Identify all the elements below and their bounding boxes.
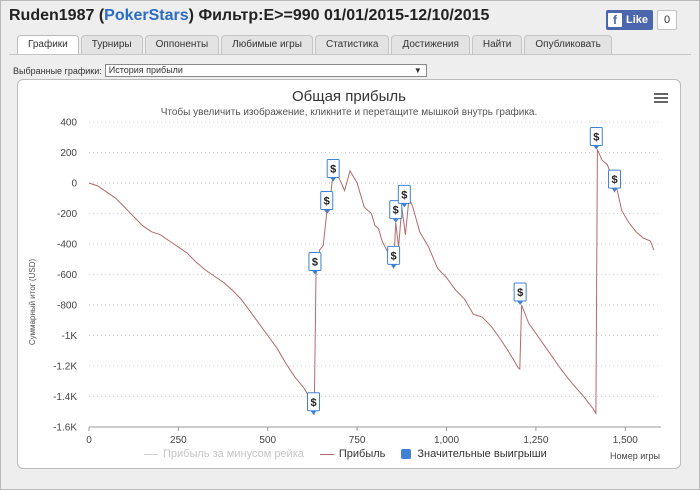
- x-axis-ticks: 0 250 500 750 1,000 1,250 1,500: [86, 427, 638, 446]
- tab-favorite-games[interactable]: Любимые игры: [221, 35, 313, 54]
- facebook-like-count: 0: [657, 10, 678, 30]
- y-tick-label: -200: [57, 209, 77, 220]
- x-tick-label: 1,000: [434, 435, 459, 446]
- big-win-marker-label: $: [312, 257, 318, 269]
- player-name: Ruden1987: [9, 7, 95, 24]
- big-win-marker-label: $: [611, 174, 617, 186]
- big-win-marker[interactable]: $: [308, 252, 322, 275]
- tab-divider: [9, 54, 691, 55]
- tab-publish[interactable]: Опубликовать: [524, 35, 612, 54]
- big-win-marker-label: $: [393, 205, 399, 217]
- y-tick-label: -600: [57, 270, 77, 281]
- legend-line-icon: [319, 453, 334, 455]
- big-win-marker[interactable]: $: [320, 191, 334, 214]
- x-tick-label: 750: [349, 435, 366, 446]
- legend-square-icon: [401, 449, 412, 459]
- facebook-icon: f: [608, 13, 622, 27]
- y-axis-label: Суммарный итог (USD): [28, 259, 37, 346]
- site-link[interactable]: PokerStars: [104, 7, 189, 24]
- legend-item-big-wins[interactable]: Значительные выигрыши: [401, 448, 547, 460]
- profit-chart[interactable]: 400 200 0 -200 -400 -600 -800 -1K -1.2K -1.4K -1.6…: [18, 80, 680, 468]
- x-tick-label: 0: [86, 435, 92, 446]
- y-tick-label: -1.2K: [53, 362, 77, 373]
- y-tick-label: 0: [71, 179, 77, 190]
- x-axis-label: Номер игры: [610, 451, 660, 461]
- big-wins-markers: $$$$$$$$$$: [307, 126, 622, 415]
- chart-select-value: История прибыли: [108, 65, 183, 75]
- tab-search[interactable]: Найти: [471, 35, 523, 54]
- filter-text: Фильтр:E>=990 01/01/2015-12/10/2015: [198, 7, 490, 24]
- big-win-marker-label: $: [391, 250, 397, 262]
- tab-tournaments[interactable]: Турниры: [80, 35, 143, 54]
- chart-subtitle: Чтобы увеличить изображение, кликните и …: [160, 107, 538, 118]
- y-tick-label: 400: [60, 118, 77, 129]
- facebook-like-button[interactable]: f Like: [606, 10, 654, 30]
- y-tick-label: -800: [57, 301, 77, 312]
- y-tick-label: -1K: [61, 331, 77, 342]
- tab-bar: Графики Турниры Оппоненты Любимые игры С…: [17, 35, 612, 55]
- x-tick-label: 500: [259, 435, 276, 446]
- legend-label: Прибыль: [338, 448, 386, 460]
- chart-legend: Прибыль за минусом рейка Прибыль Значите…: [144, 448, 563, 460]
- close-paren: ): [188, 7, 194, 24]
- tab-statistics[interactable]: Статистика: [314, 35, 390, 54]
- big-win-marker-label: $: [517, 287, 523, 299]
- big-win-marker[interactable]: $: [608, 169, 622, 193]
- legend-label: Прибыль за минусом рейка: [163, 448, 304, 460]
- chart-selector-label: Выбранные графики:: [13, 65, 102, 76]
- big-win-marker[interactable]: $: [397, 184, 411, 208]
- y-tick-label: 200: [60, 148, 77, 159]
- chart-grid: [89, 121, 661, 397]
- hamburger-menu-icon[interactable]: [654, 93, 668, 104]
- tab-opponents[interactable]: Оппоненты: [144, 35, 220, 54]
- big-win-marker[interactable]: $: [307, 392, 321, 415]
- legend-item-rake-adjusted[interactable]: Прибыль за минусом рейка: [144, 448, 304, 460]
- y-tick-label: -1.6K: [53, 423, 77, 434]
- y-tick-label: -400: [57, 240, 77, 251]
- big-win-marker-label: $: [330, 163, 336, 175]
- big-win-marker-label: $: [324, 196, 330, 208]
- big-win-marker[interactable]: $: [513, 282, 527, 305]
- legend-line-icon: [144, 453, 158, 455]
- chevron-down-icon: ▼: [413, 66, 422, 75]
- legend-item-profit[interactable]: Прибыль: [319, 448, 386, 460]
- chart-selector: Выбранные графики: История прибыли ▼: [13, 64, 427, 77]
- tab-achievements[interactable]: Достижения: [391, 35, 470, 54]
- big-win-marker-label: $: [593, 131, 599, 143]
- chart-select[interactable]: История прибыли ▼: [104, 64, 427, 77]
- x-tick-label: 250: [170, 435, 187, 446]
- big-win-marker[interactable]: $: [589, 126, 603, 150]
- y-axis-ticks: 400 200 0 -200 -400 -600 -800 -1K -1.2K -1.4K -1.6…: [53, 118, 77, 434]
- big-win-marker[interactable]: $: [387, 245, 401, 269]
- series-profit-line: [88, 149, 655, 416]
- big-win-marker-label: $: [401, 189, 407, 201]
- big-win-marker[interactable]: $: [326, 158, 340, 182]
- tab-charts[interactable]: Графики: [17, 35, 79, 55]
- x-tick-label: 1,500: [613, 435, 638, 446]
- chart-panel[interactable]: Общая прибыль Чтобы увеличить изображени…: [17, 79, 681, 469]
- big-win-marker[interactable]: $: [389, 200, 403, 223]
- open-paren: (: [98, 7, 105, 24]
- x-tick-label: 1,250: [523, 435, 548, 446]
- facebook-like-label: Like: [626, 14, 649, 26]
- facebook-like: f Like 0: [606, 10, 678, 30]
- legend-label: Значительные выигрыши: [417, 448, 547, 460]
- chart-title: Общая прибыль: [291, 88, 407, 105]
- big-win-marker-label: $: [310, 397, 316, 409]
- y-tick-label: -1.4K: [53, 392, 77, 403]
- page-title: Ruden1987 (PokerStars) Фильтр:E>=990 01/…: [9, 7, 489, 25]
